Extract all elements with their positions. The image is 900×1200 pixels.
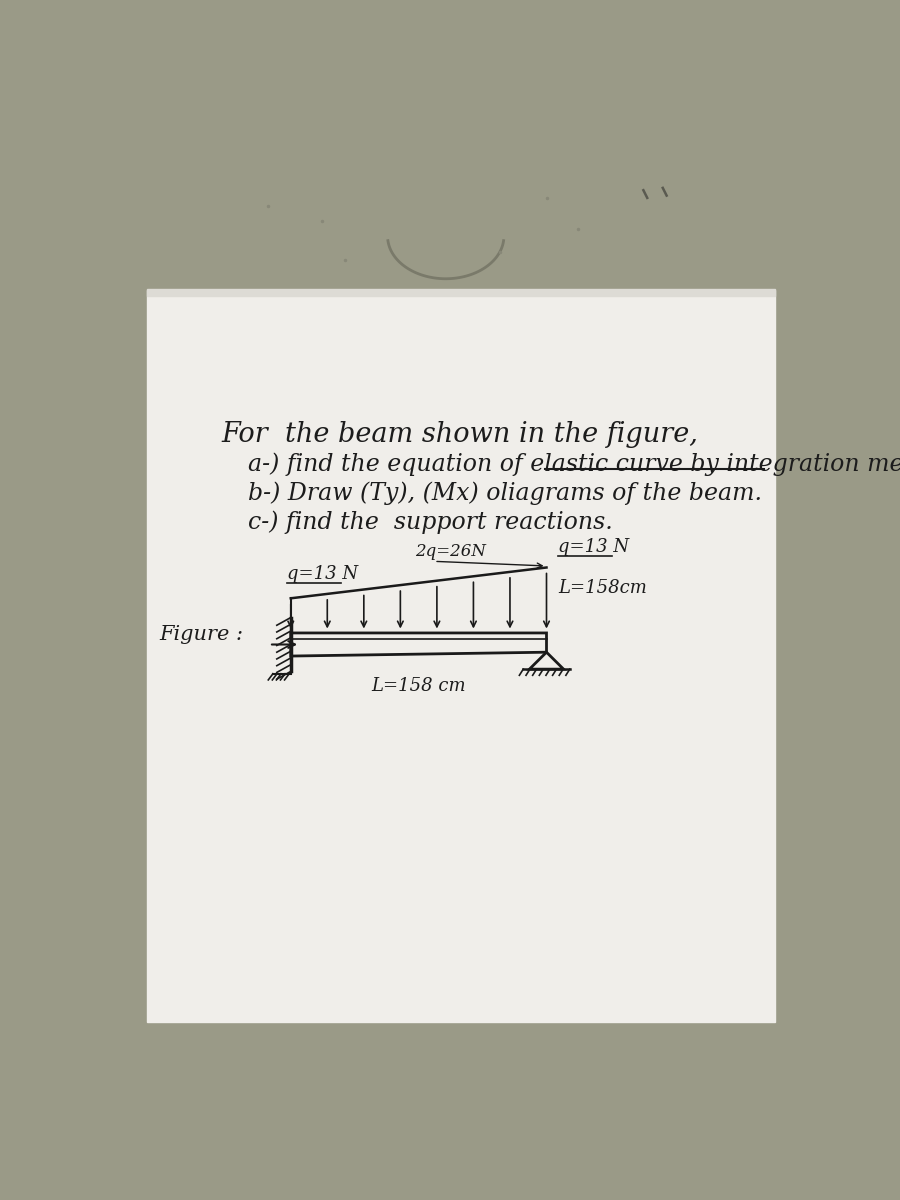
Text: 2q=26N: 2q=26N (415, 542, 486, 559)
Text: a-) find the equation of elastic curve by integration method.: a-) find the equation of elastic curve b… (248, 452, 900, 475)
Text: q=13 N: q=13 N (287, 565, 358, 583)
Text: c-) find the  support reactions.: c-) find the support reactions. (248, 510, 613, 534)
Text: b-) Draw (Ty), (Mx) oliagrams of the beam.: b-) Draw (Ty), (Mx) oliagrams of the bea… (248, 481, 762, 505)
Text: Figure :: Figure : (159, 625, 243, 644)
Text: For  the beam shown in the figure,: For the beam shown in the figure, (221, 421, 698, 448)
Bar (148, 289, 775, 296)
Text: q=13 N: q=13 N (558, 538, 629, 556)
Bar (148, 290, 775, 1022)
Text: L=158 cm: L=158 cm (372, 677, 466, 695)
Text: L=158cm: L=158cm (558, 580, 647, 598)
